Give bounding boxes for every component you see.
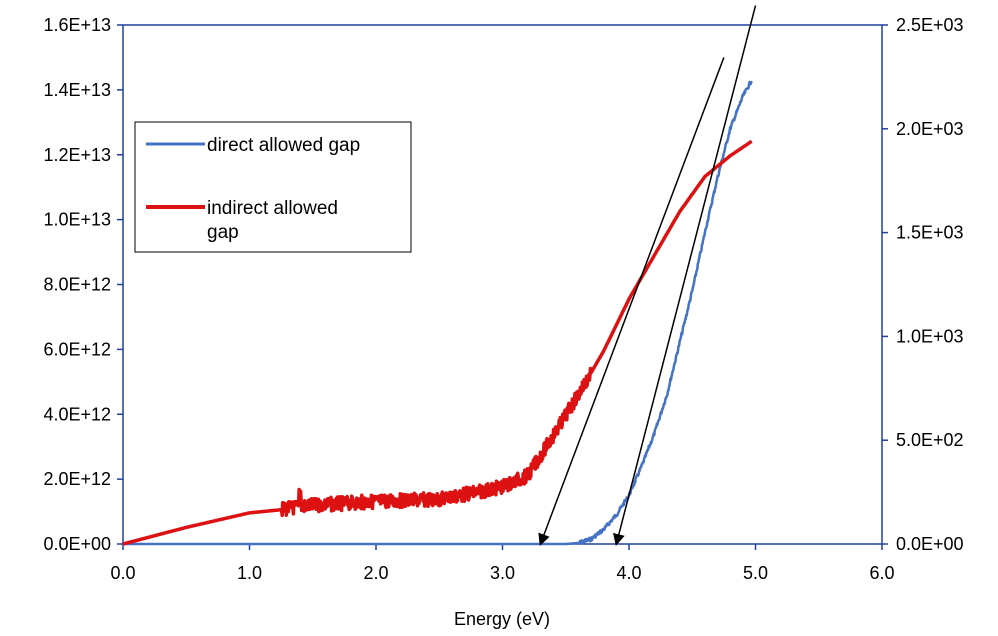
extrapolation-arrow [613,5,757,546]
legend-label-direct: direct allowed gap [207,135,360,156]
x-axis: 0.0 1.0 2.0 3.0 4.0 5.0 6.0 [110,544,895,583]
right-tick-label: 1.5E+03 [896,223,964,243]
x-axis-title: Energy (eV) [454,609,550,629]
extrapolation-arrow [538,57,725,546]
plot-area [122,24,883,545]
x-tick-label: 2.0 [363,563,388,583]
left-tick-label: 0.0E+00 [43,534,111,554]
left-tick-label: 4.0E+12 [43,404,111,424]
left-tick-label: 8.0E+12 [43,275,111,295]
legend: direct allowed gap indirect allowed gap [134,121,412,253]
x-tick-label: 5.0 [743,563,768,583]
right-tick-label: 2.5E+03 [896,15,964,35]
x-tick-label: 6.0 [869,563,894,583]
left-tick-label: 2.0E+12 [43,469,111,489]
right-tick-label: 2.0E+03 [896,119,964,139]
x-tick-label: 0.0 [110,563,135,583]
left-tick-label: 1.4E+13 [43,80,111,100]
left-tick-label: 1.0E+13 [43,210,111,230]
series-layer [121,80,753,546]
series-direct-allowed-gap-line [122,80,753,546]
right-tick-label: 5.0E+02 [896,430,964,450]
left-tick-label: 1.6E+13 [43,15,111,35]
left-axis: 0.0E+00 2.0E+12 4.0E+12 6.0E+12 8.0E+12 1.0E+… [43,15,123,554]
left-tick-label: 1.2E+13 [43,145,111,165]
legend-label-indirect: indirect allowed gap [207,198,343,243]
x-tick-label: 1.0 [237,563,262,583]
right-tick-label: 0.0E+00 [896,534,964,554]
legend-label-indirect-line2: gap [207,222,239,243]
x-tick-label: 4.0 [616,563,641,583]
series-indirect-allowed-gap-line [121,139,753,546]
right-axis: 0.0E+00 5.0E+02 1.0E+03 1.5E+03 2.0E+03 2.5E+… [882,15,964,554]
annotation-layer [538,5,757,546]
legend-label-indirect-line1: indirect allowed [207,198,338,219]
x-tick-label: 3.0 [490,563,515,583]
right-tick-label: 1.0E+03 [896,326,964,346]
left-tick-label: 6.0E+12 [43,339,111,359]
